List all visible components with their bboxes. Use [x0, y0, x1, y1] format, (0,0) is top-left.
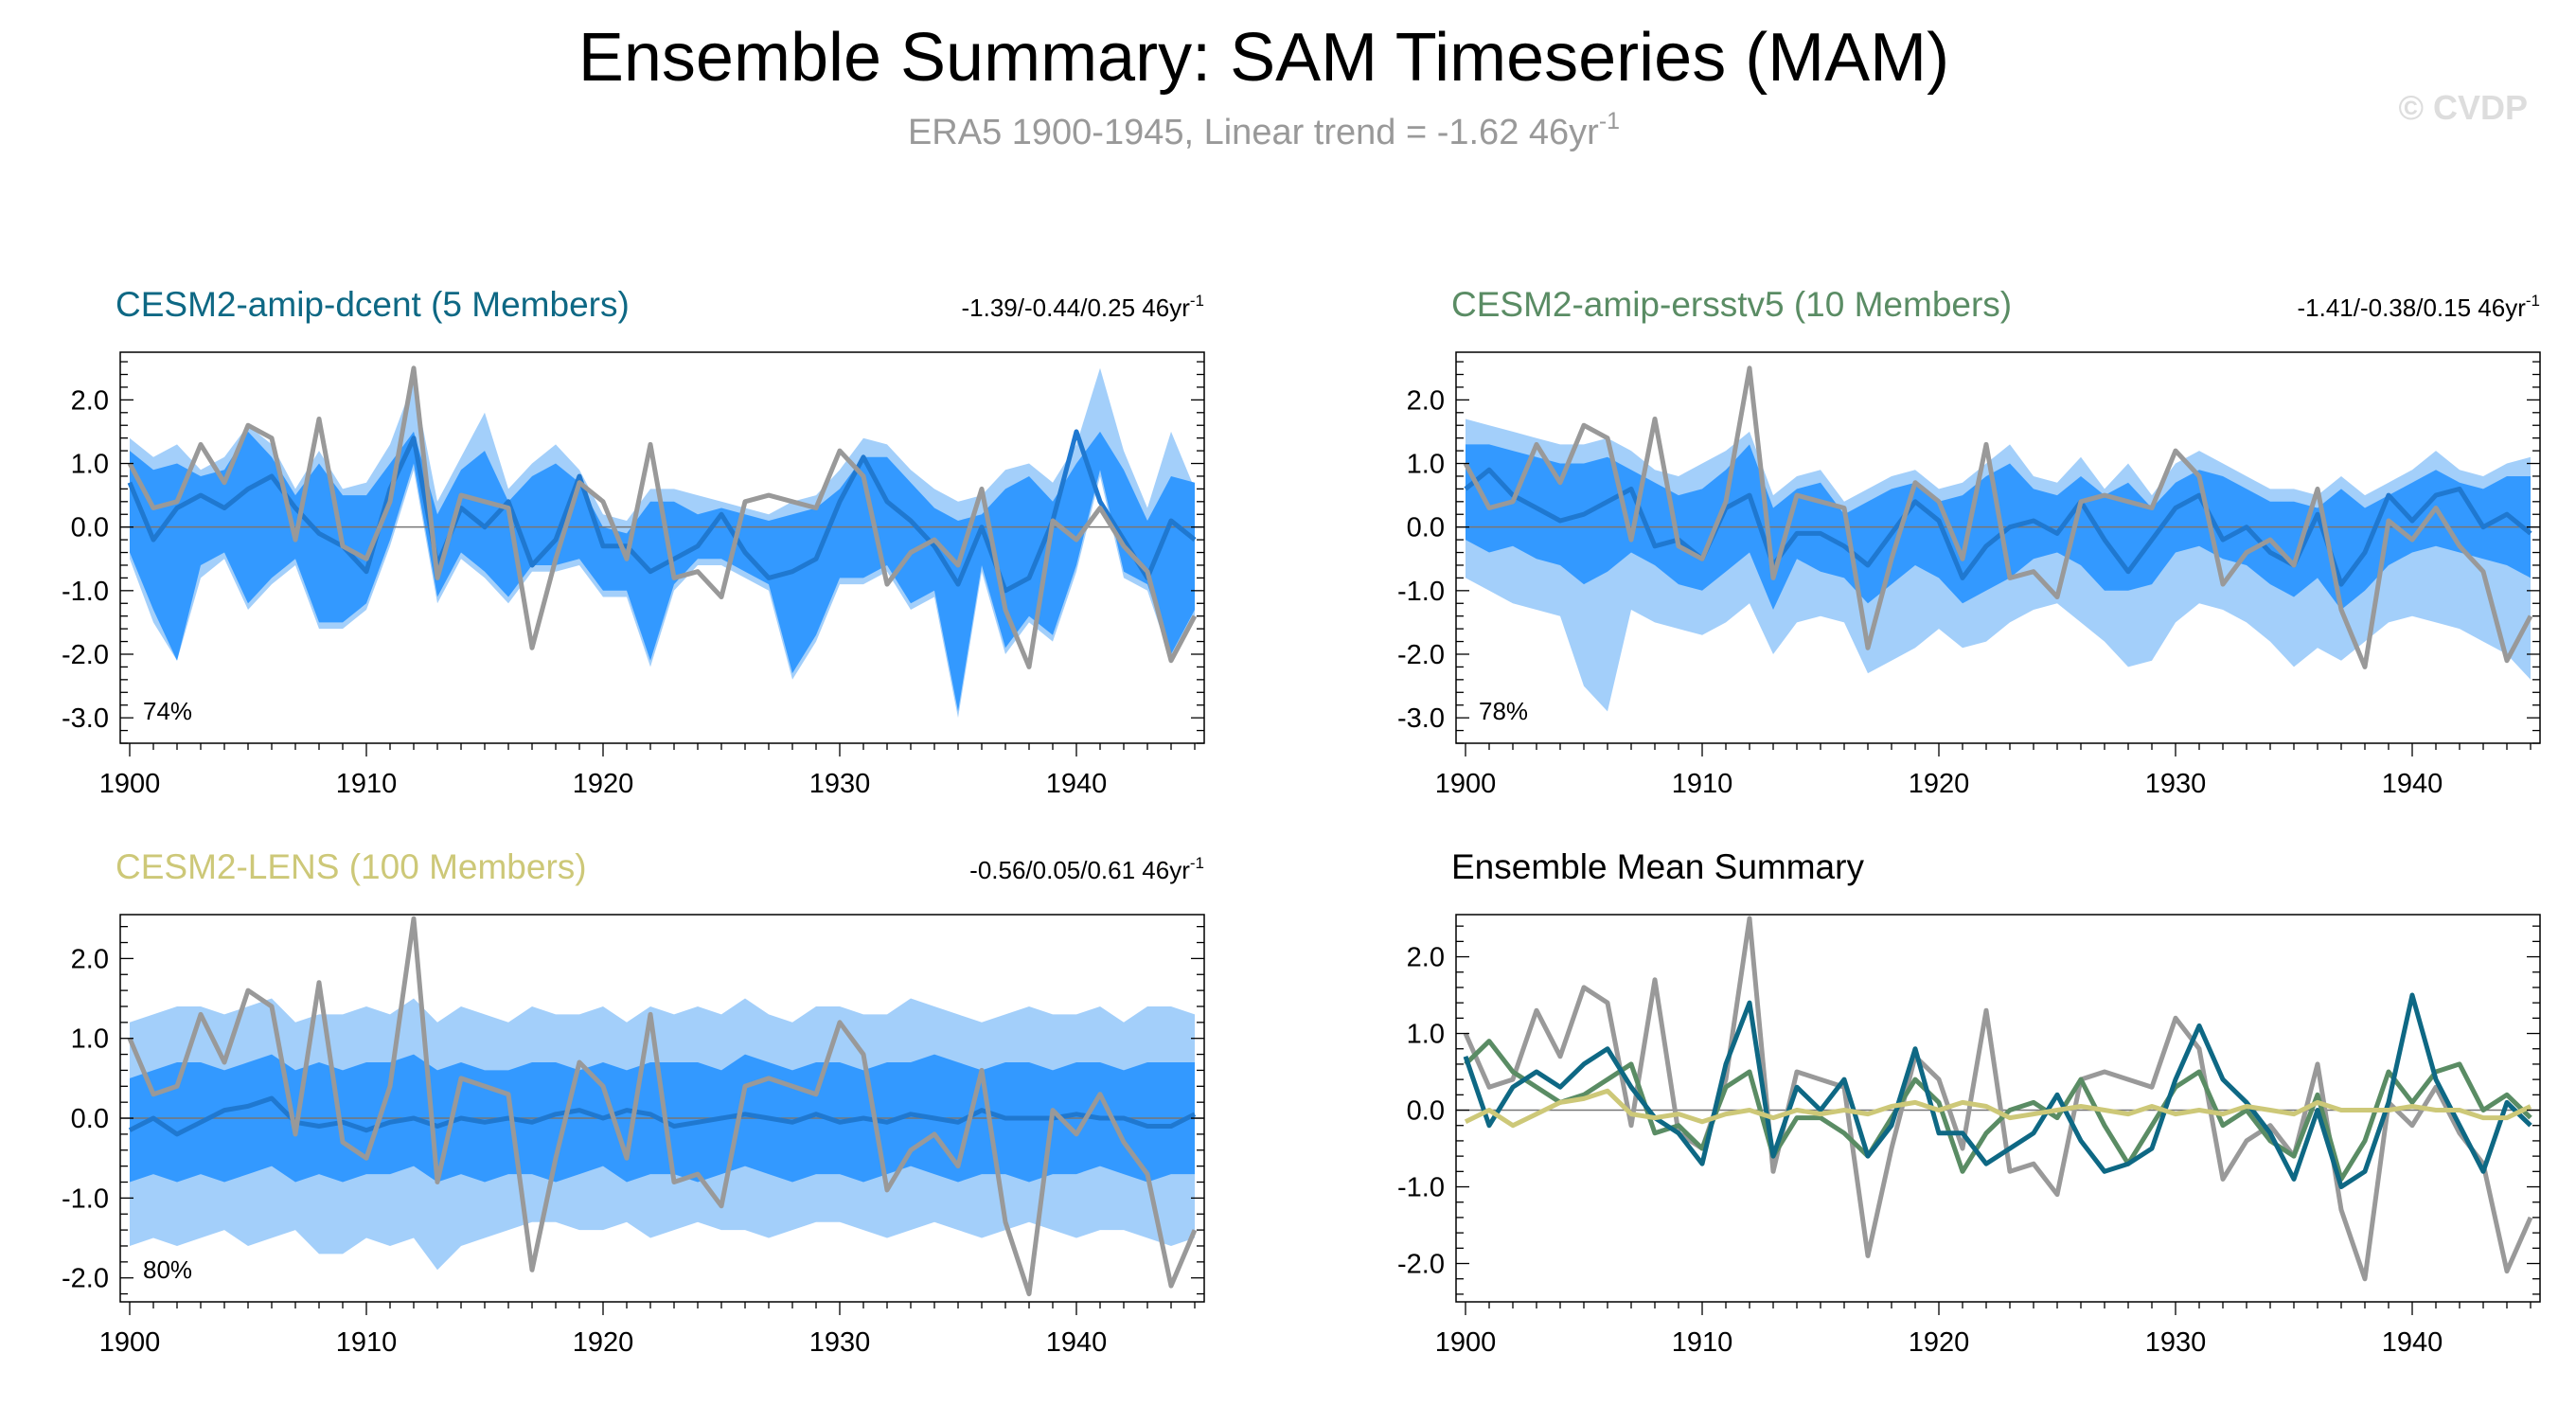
y-tick-label: -2.0	[62, 640, 109, 670]
x-tick-label: 1910	[336, 769, 398, 799]
x-tick-label: 1940	[2382, 769, 2443, 799]
panel-trend-sup: -1	[1190, 292, 1204, 310]
panel-trend-sup: -1	[1190, 854, 1204, 872]
y-tick-label: -1.0	[62, 577, 109, 607]
panel-4: Ensemble Mean Summary 2.0 1.0 0.0 -1.0 -2.0 19…	[1397, 847, 2541, 1358]
panel-2: CESM2-amip-ersstv5 (10 Members) -1.41/-0.…	[1397, 285, 2541, 799]
figure-subtitle: ERA5 1900-1945, Linear trend = -1.62 46y…	[908, 108, 1620, 152]
y-tick-label: -2.0	[62, 1264, 109, 1294]
y-tick-label: 2.0	[71, 944, 109, 974]
plot-frame	[1455, 351, 2541, 744]
panel-percent-label: 78%	[1479, 697, 1528, 725]
panel-percent-label: 80%	[143, 1255, 192, 1284]
y-tick-label: -1.0	[1397, 577, 1445, 607]
y-tick-label: 1.0	[1407, 450, 1445, 480]
y-tick-label: 1.0	[1407, 1020, 1445, 1050]
plot-frame	[1455, 914, 2541, 1303]
x-tick-label: 1940	[1046, 1327, 1108, 1358]
x-tick-label: 1930	[809, 769, 871, 799]
panel-title: CESM2-amip-dcent (5 Members)	[115, 285, 630, 324]
panel-trend-sup: -1	[2526, 292, 2540, 310]
y-tick-label: -3.0	[62, 703, 109, 734]
x-tick-label: 1930	[809, 1327, 871, 1358]
panel-1: CESM2-amip-dcent (5 Members) -1.39/-0.44/…	[62, 285, 1205, 799]
x-tick-label: 1930	[2145, 769, 2207, 799]
panel-trend: -1.39/-0.44/0.25 46yr-1	[961, 292, 1204, 322]
y-tick-label: 2.0	[71, 385, 109, 416]
obs-line	[1463, 916, 2533, 1282]
y-tick-label: 2.0	[1407, 385, 1445, 416]
y-tick-label: -1.0	[62, 1184, 109, 1214]
x-tick-label: 1910	[336, 1327, 398, 1358]
y-tick-label: 1.0	[71, 1024, 109, 1055]
ensemble-mean-line	[1464, 467, 2532, 587]
panel-trend: -1.41/-0.38/0.15 46yr-1	[2297, 292, 2540, 322]
subtitle-main: ERA5 1900-1945, Linear trend = -1.62 46y…	[908, 113, 1599, 152]
panel-percent-label: 74%	[143, 697, 192, 725]
ensemble-mean-line	[128, 1095, 1197, 1137]
y-tick-label: 0.0	[71, 513, 109, 543]
panel-trend-main: -1.39/-0.44/0.25 46yr	[961, 294, 1190, 322]
obs-line	[127, 916, 1198, 1297]
panel-trend-main: -0.56/0.05/0.61 46yr	[969, 856, 1190, 884]
lens-mean-line	[1464, 1088, 2532, 1129]
x-tick-label: 1920	[573, 769, 634, 799]
panel-trend: -0.56/0.05/0.61 46yr-1	[969, 854, 1204, 884]
x-tick-label: 1910	[1672, 1327, 1733, 1358]
subtitle-sup: -1	[1599, 108, 1620, 134]
x-tick-label: 1920	[1909, 769, 1970, 799]
y-tick-label: 0.0	[1407, 513, 1445, 543]
y-tick-label: 0.0	[71, 1104, 109, 1134]
x-tick-label: 1910	[1672, 769, 1733, 799]
panels: CESM2-amip-dcent (5 Members) -1.39/-0.44/…	[62, 285, 2541, 1358]
y-tick-label: 0.0	[1407, 1096, 1445, 1127]
x-tick-label: 1930	[2145, 1327, 2207, 1358]
dcent-mean-line	[1463, 992, 2532, 1189]
y-tick-label: 2.0	[1407, 943, 1445, 973]
panel-3: CESM2-LENS (100 Members) -0.56/0.05/0.61 …	[62, 847, 1205, 1358]
obs-line	[127, 365, 1198, 669]
x-tick-label: 1900	[99, 769, 161, 799]
x-tick-label: 1940	[1046, 769, 1108, 799]
watermark: © CVDP	[2398, 88, 2528, 127]
x-tick-label: 1920	[573, 1327, 634, 1358]
panel-trend-main: -1.41/-0.38/0.15 46yr	[2297, 294, 2526, 322]
plot-frame	[119, 914, 1205, 1303]
panel-title: Ensemble Mean Summary	[1451, 847, 1864, 886]
band-inner	[130, 431, 1195, 712]
panel-title: CESM2-amip-ersstv5 (10 Members)	[1451, 285, 2012, 324]
ensemble-mean-line	[127, 429, 1197, 594]
figure-title: Ensemble Summary: SAM Timeseries (MAM)	[578, 20, 1949, 96]
panel-title: CESM2-LENS (100 Members)	[115, 847, 587, 886]
y-tick-label: -2.0	[1397, 1250, 1445, 1280]
x-tick-label: 1900	[1435, 769, 1497, 799]
y-tick-label: -2.0	[1397, 640, 1445, 670]
plot-frame	[119, 351, 1205, 744]
y-tick-label: 1.0	[71, 450, 109, 480]
obs-line	[1463, 365, 2533, 669]
y-tick-label: -1.0	[1397, 1173, 1445, 1203]
x-tick-label: 1900	[1435, 1327, 1497, 1358]
x-tick-label: 1920	[1909, 1327, 1970, 1358]
x-tick-label: 1900	[99, 1327, 161, 1358]
y-tick-label: -3.0	[1397, 703, 1445, 734]
x-tick-label: 1940	[2382, 1327, 2443, 1358]
